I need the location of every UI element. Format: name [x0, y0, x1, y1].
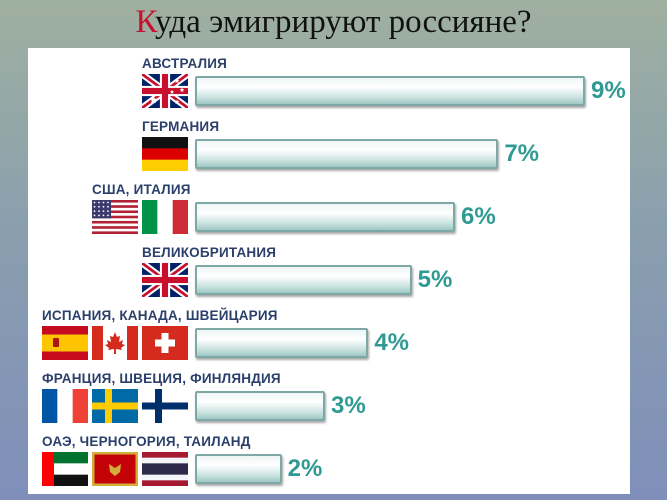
chart-title-rest: уда эмигрируют россияне? [154, 4, 532, 40]
category-label: ВЕЛИКОБРИТАНИЯ [142, 245, 277, 260]
category-label: ОАЭ, ЧЕРНОГОРИЯ, ТАИЛАНД [42, 434, 251, 449]
category-label: США, ИТАЛИЯ [92, 182, 191, 197]
bar [195, 139, 499, 169]
value-label: 9% [591, 77, 626, 104]
value-label: 6% [461, 203, 496, 230]
france-flag-icon [42, 389, 88, 423]
value-label: 2% [287, 455, 323, 482]
chart-title-first-letter: К [135, 4, 155, 40]
category-label: АВСТРАЛИЯ [142, 56, 228, 71]
bar [195, 391, 325, 421]
uk-flag-icon [142, 263, 188, 297]
chart-panel: АВСТРАЛИЯ 9% ГЕРМАНИЯ 7% США, ИТАЛИЯ 6% ВЕЛИК… [28, 48, 630, 494]
bar [195, 76, 585, 106]
value-label: 5% [417, 266, 453, 293]
bar [195, 202, 455, 232]
uae-flag-icon [42, 452, 88, 486]
chart-title: Куда эмигрируют россияне? [0, 2, 667, 42]
value-label: 7% [504, 140, 540, 167]
value-label: 3% [331, 392, 366, 419]
category-label: ФРАНЦИЯ, ШВЕЦИЯ, ФИНЛЯНДИЯ [42, 371, 281, 386]
sweden-flag-icon [92, 389, 138, 423]
thailand-flag-icon [142, 452, 188, 486]
montenegro-flag-icon [92, 452, 138, 486]
switzerland-flag-icon [142, 326, 188, 360]
bar [195, 328, 369, 358]
italy-flag-icon [142, 200, 188, 234]
finland-flag-icon [142, 389, 188, 423]
bar [195, 265, 412, 295]
canada-flag-icon [92, 326, 138, 360]
australia-flag-icon [142, 74, 188, 108]
bar [195, 454, 282, 484]
spain-flag-icon [42, 326, 88, 360]
category-label: ИСПАНИЯ, КАНАДА, ШВЕЙЦАРИЯ [42, 308, 278, 323]
category-label: ГЕРМАНИЯ [142, 119, 220, 134]
value-label: 4% [374, 329, 410, 356]
usa-flag-icon [92, 200, 138, 234]
germany-flag-icon [142, 137, 188, 171]
